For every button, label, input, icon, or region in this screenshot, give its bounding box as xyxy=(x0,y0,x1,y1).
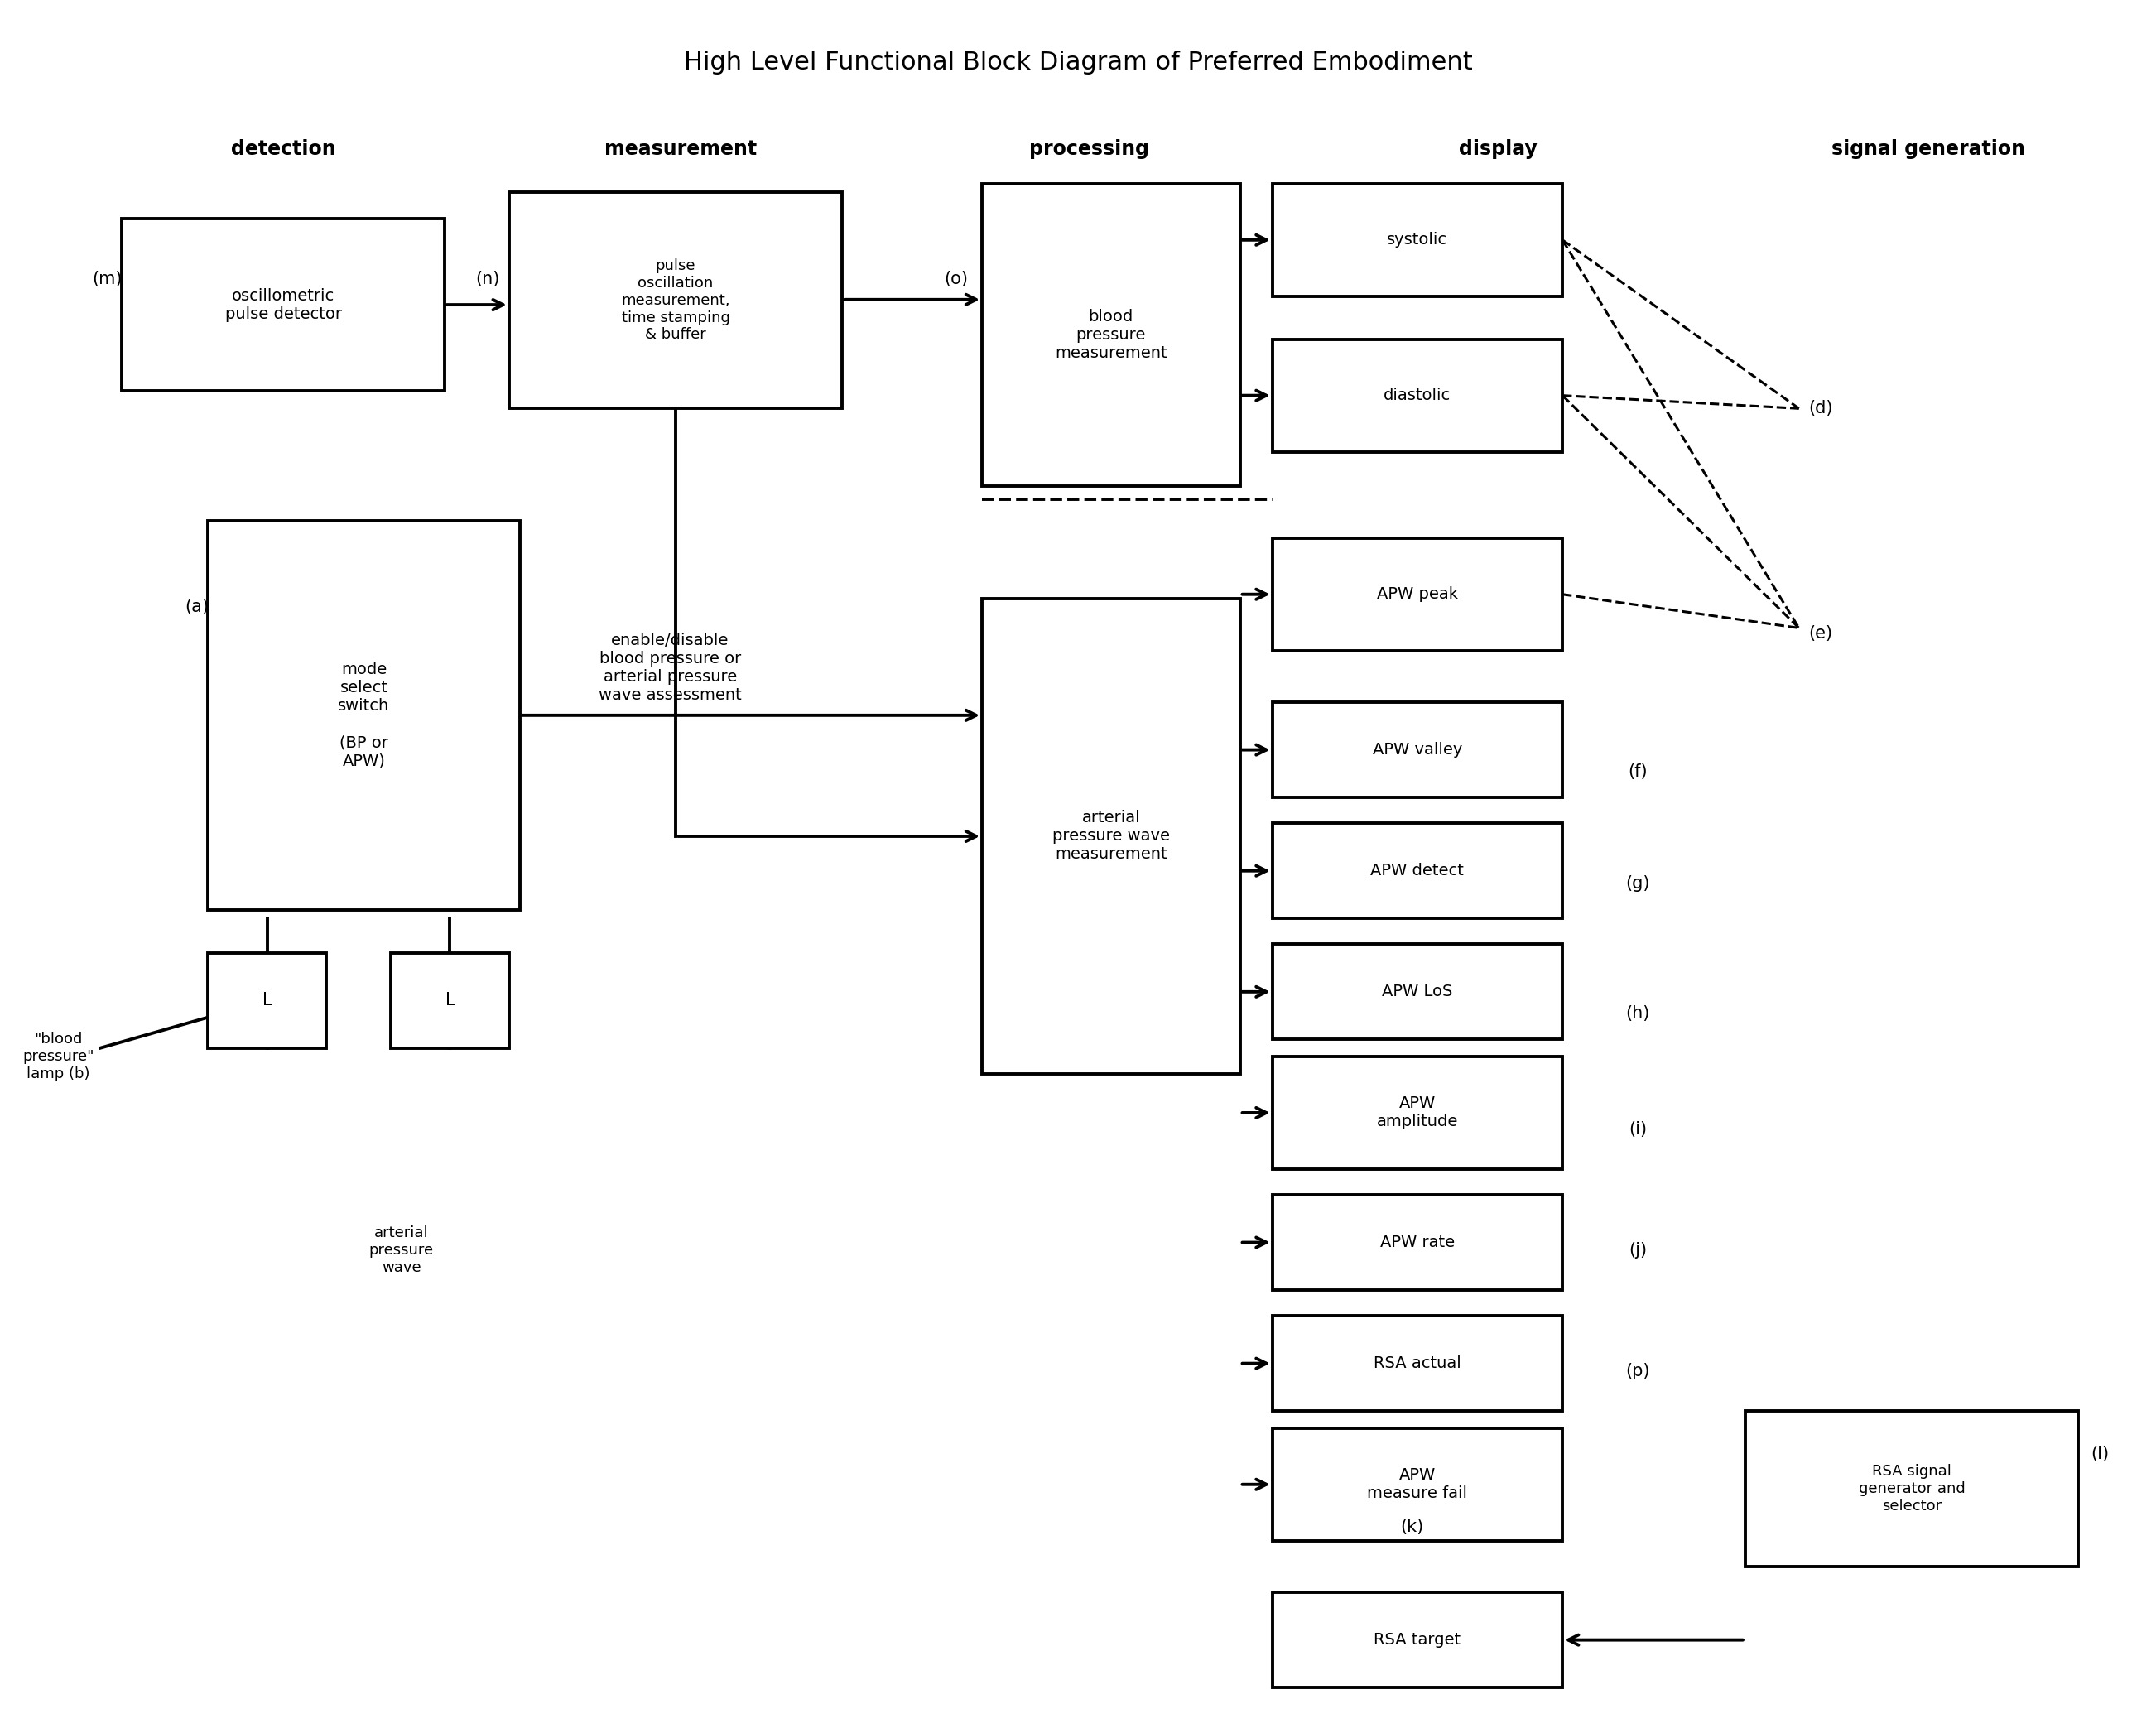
Text: mode
select
switch

(BP or
APW): mode select switch (BP or APW) xyxy=(338,662,390,769)
FancyBboxPatch shape xyxy=(1272,1315,1563,1411)
Text: (k): (k) xyxy=(1399,1518,1423,1535)
Text: (h): (h) xyxy=(1626,1005,1649,1022)
Text: (g): (g) xyxy=(1626,875,1649,892)
Text: (p): (p) xyxy=(1626,1362,1649,1379)
FancyBboxPatch shape xyxy=(1272,1057,1563,1170)
Text: APW
measure fail: APW measure fail xyxy=(1367,1468,1468,1501)
Text: (d): (d) xyxy=(1809,400,1833,416)
Text: APW
amplitude: APW amplitude xyxy=(1378,1095,1457,1130)
FancyBboxPatch shape xyxy=(123,218,444,392)
FancyBboxPatch shape xyxy=(1744,1411,2078,1567)
Text: L: L xyxy=(444,993,455,1009)
FancyBboxPatch shape xyxy=(1272,1428,1563,1541)
Text: detection: detection xyxy=(231,139,336,159)
Text: enable/disable
blood pressure or
arterial pressure
wave assessment: enable/disable blood pressure or arteria… xyxy=(599,633,742,704)
FancyBboxPatch shape xyxy=(1272,1194,1563,1289)
Text: display: display xyxy=(1460,139,1537,159)
FancyBboxPatch shape xyxy=(207,522,520,910)
Text: APW peak: APW peak xyxy=(1378,586,1457,601)
Text: (e): (e) xyxy=(1809,626,1833,641)
Text: L: L xyxy=(263,993,272,1009)
FancyBboxPatch shape xyxy=(390,953,509,1048)
Text: APW LoS: APW LoS xyxy=(1382,984,1453,1000)
Text: RSA target: RSA target xyxy=(1373,1632,1462,1648)
FancyBboxPatch shape xyxy=(1272,702,1563,797)
Text: measurement: measurement xyxy=(604,139,757,159)
FancyBboxPatch shape xyxy=(1272,340,1563,452)
Text: arterial
pressure
wave: arterial pressure wave xyxy=(369,1225,433,1275)
Text: (i): (i) xyxy=(1628,1121,1647,1137)
FancyBboxPatch shape xyxy=(981,184,1240,487)
Text: (l): (l) xyxy=(2091,1445,2109,1463)
Text: blood
pressure
measurement: blood pressure measurement xyxy=(1054,308,1166,360)
FancyBboxPatch shape xyxy=(981,598,1240,1074)
Text: diastolic: diastolic xyxy=(1384,388,1451,404)
FancyBboxPatch shape xyxy=(509,192,843,409)
Text: processing: processing xyxy=(1028,139,1149,159)
Text: pulse
oscillation
measurement,
time stamping
& buffer: pulse oscillation measurement, time stam… xyxy=(621,258,731,343)
FancyBboxPatch shape xyxy=(1272,184,1563,296)
Text: APW valley: APW valley xyxy=(1373,742,1462,757)
Text: (o): (o) xyxy=(944,270,968,288)
FancyBboxPatch shape xyxy=(207,953,326,1048)
Text: APW detect: APW detect xyxy=(1371,863,1464,879)
Text: (f): (f) xyxy=(1628,763,1647,780)
Text: systolic: systolic xyxy=(1386,232,1447,248)
Text: signal generation: signal generation xyxy=(1830,139,2024,159)
Text: oscillometric
pulse detector: oscillometric pulse detector xyxy=(224,288,341,322)
Text: RSA actual: RSA actual xyxy=(1373,1355,1462,1371)
Text: arterial
pressure wave
measurement: arterial pressure wave measurement xyxy=(1052,809,1171,863)
Text: High Level Functional Block Diagram of Preferred Embodiment: High Level Functional Block Diagram of P… xyxy=(683,50,1473,75)
Text: APW rate: APW rate xyxy=(1380,1234,1455,1249)
FancyBboxPatch shape xyxy=(1272,1593,1563,1688)
Text: RSA signal
generator and
selector: RSA signal generator and selector xyxy=(1858,1464,1964,1513)
FancyBboxPatch shape xyxy=(1272,944,1563,1040)
Text: "blood
pressure"
lamp (b): "blood pressure" lamp (b) xyxy=(22,1031,95,1081)
Text: (j): (j) xyxy=(1628,1243,1647,1258)
Text: (n): (n) xyxy=(474,270,500,288)
FancyBboxPatch shape xyxy=(1272,823,1563,918)
Text: (m): (m) xyxy=(93,270,123,288)
FancyBboxPatch shape xyxy=(1272,539,1563,650)
Text: (a): (a) xyxy=(185,600,209,615)
